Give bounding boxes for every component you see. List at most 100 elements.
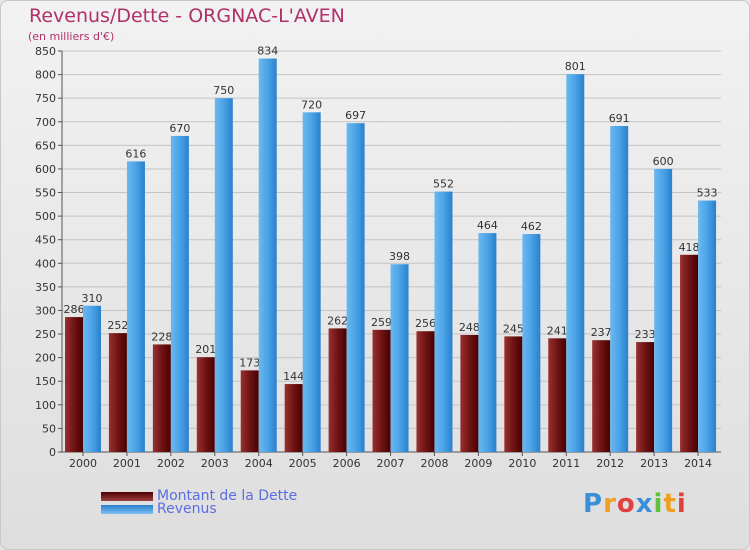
data-label-dette: 173 [239, 356, 260, 369]
y-tick-label: 700 [35, 116, 56, 129]
x-tick-label: 2009 [464, 457, 492, 470]
data-label-dette: 144 [283, 370, 304, 383]
x-tick-label: 2012 [596, 457, 624, 470]
y-tick-label: 500 [35, 210, 56, 223]
y-tick-label: 150 [35, 375, 56, 388]
legend-swatch-revenus [101, 504, 153, 514]
data-label-revenus: 801 [565, 60, 586, 73]
x-tick-label: 2010 [508, 457, 536, 470]
bar-revenus [434, 191, 453, 452]
chart-subtitle: (en milliers d'€) [28, 30, 115, 43]
data-label-revenus: 691 [609, 112, 630, 125]
data-label-dette: 418 [679, 241, 700, 254]
y-tick-label: 300 [35, 304, 56, 317]
data-label-revenus: 310 [82, 292, 103, 305]
y-tick-label: 650 [35, 139, 56, 152]
logo-letter: P [583, 489, 604, 519]
data-label-dette: 233 [635, 328, 656, 341]
data-label-revenus: 600 [653, 155, 674, 168]
data-label-dette: 248 [459, 321, 480, 334]
x-tick-label: 2006 [333, 457, 361, 470]
bar-dette [284, 384, 303, 452]
bar-revenus [610, 126, 629, 452]
logo-letter: r [603, 489, 617, 519]
logo-letter: i [676, 489, 687, 519]
data-label-dette: 201 [195, 343, 216, 356]
data-label-dette: 286 [64, 303, 85, 316]
data-label-dette: 237 [591, 326, 612, 339]
bar-revenus [83, 305, 101, 452]
data-label-dette: 262 [327, 314, 348, 327]
data-label-revenus: 533 [697, 187, 718, 200]
y-tick-label: 600 [35, 163, 56, 176]
x-tick-label: 2005 [289, 457, 317, 470]
bar-revenus [346, 123, 365, 453]
x-tick-label: 2002 [157, 457, 185, 470]
y-tick-label: 850 [35, 45, 56, 58]
x-tick-label: 2003 [201, 457, 229, 470]
bar-dette [636, 342, 655, 452]
data-label-dette: 241 [547, 324, 568, 337]
x-tick-label: 2001 [113, 457, 141, 470]
y-tick-label: 50 [42, 422, 56, 435]
bar-dette [65, 317, 83, 452]
bar-revenus [654, 168, 673, 453]
bar-revenus [302, 112, 321, 453]
bar-dette [240, 370, 259, 452]
logo-letter: x [635, 489, 654, 519]
x-tick-label: 2014 [684, 457, 712, 470]
data-label-revenus: 464 [477, 219, 498, 232]
data-label-revenus: 616 [125, 147, 146, 160]
bar-revenus [258, 58, 277, 452]
y-tick-label: 0 [49, 446, 56, 459]
data-label-revenus: 697 [345, 109, 366, 122]
bar-dette [196, 357, 215, 452]
data-label-revenus: 670 [169, 122, 190, 135]
x-tick-label: 2004 [245, 457, 273, 470]
bar-dette [680, 254, 699, 452]
bar-revenus [170, 135, 189, 452]
bar-revenus [214, 98, 233, 453]
legend-label-dette: Montant de la Dette [157, 488, 298, 504]
legend-item-dette: Montant de la Dette [101, 487, 297, 505]
data-label-dette: 256 [415, 317, 436, 330]
data-label-revenus: 398 [389, 250, 410, 263]
bar-revenus [522, 234, 541, 452]
bar-dette [460, 335, 479, 452]
legend-item-revenus: Revenus [101, 500, 217, 518]
data-label-revenus: 462 [521, 220, 542, 233]
logo-letter: i [653, 489, 664, 519]
bar-dette [372, 329, 391, 452]
y-tick-label: 450 [35, 234, 56, 247]
y-tick-label: 550 [35, 187, 56, 200]
bar-dette [592, 340, 611, 452]
data-label-dette: 245 [503, 322, 524, 335]
bar-dette [108, 333, 127, 452]
data-label-revenus: 552 [433, 178, 454, 191]
bar-dette [328, 328, 347, 452]
y-tick-label: 200 [35, 352, 56, 365]
logo-letter: o [616, 489, 636, 519]
bar-revenus [390, 264, 409, 452]
x-tick-label: 2008 [420, 457, 448, 470]
chart-title: Revenus/Dette - ORGNAC-L'AVEN [29, 5, 345, 27]
y-tick-label: 800 [35, 69, 56, 82]
data-label-revenus: 834 [257, 45, 278, 58]
bar-dette [504, 336, 523, 452]
bar-revenus [566, 74, 585, 453]
proxiti-logo: Proxiti [583, 489, 687, 519]
legend-label-revenus: Revenus [157, 501, 217, 517]
bar-dette [548, 338, 567, 452]
y-tick-label: 750 [35, 92, 56, 105]
bar-revenus [126, 161, 145, 452]
data-label-revenus: 750 [213, 84, 234, 97]
legend-swatch-dette [101, 491, 153, 501]
x-tick-label: 2000 [69, 457, 97, 470]
bar-revenus [478, 233, 497, 452]
y-tick-label: 100 [35, 399, 56, 412]
bar-dette [152, 344, 171, 452]
x-tick-label: 2011 [552, 457, 580, 470]
data-label-dette: 228 [151, 330, 172, 343]
